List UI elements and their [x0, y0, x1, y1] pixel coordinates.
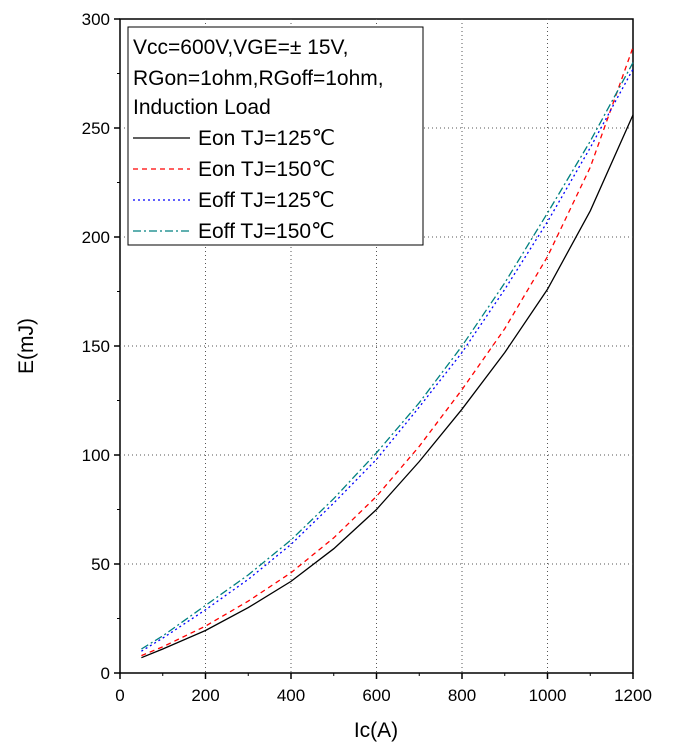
axis-ticks: 0 200 400 600 800 1000 1200 0 50 100 150 200 250 300 [82, 10, 652, 705]
legend-condition-1: Vcc=600V,VGE=± 15V, [133, 36, 348, 59]
x-tick-label: 800 [448, 686, 476, 705]
series-lines [141, 47, 634, 659]
series-line [141, 68, 634, 652]
legend-condition-2: RGon=1ohm,RGoff=1ohm, [133, 67, 384, 90]
x-tick-label: 400 [277, 686, 305, 705]
legend: Vcc=600V,VGE=± 15V, RGon=1ohm,RGoff=1ohm… [127, 26, 424, 246]
y-axis-label: E(mJ) [15, 318, 38, 374]
y-tick-label: 300 [82, 10, 110, 29]
x-tick-label: 1000 [529, 686, 567, 705]
x-axis-label: Ic(A) [354, 719, 398, 742]
legend-box [127, 26, 424, 246]
legend-label: Eon TJ=125℃ [198, 127, 335, 150]
y-tick-label: 0 [101, 664, 110, 683]
legend-label: Eoff TJ=150℃ [198, 220, 335, 243]
y-tick-label: 250 [82, 119, 110, 138]
y-tick-label: 50 [91, 555, 110, 574]
y-tick-label: 200 [82, 228, 110, 247]
x-tick-label: 200 [191, 686, 219, 705]
x-tick-label: 1200 [614, 686, 652, 705]
series-line [141, 114, 634, 659]
legend-entries: Eon TJ=125℃ Eon TJ=150℃ Eoff TJ=125℃ Eoff T… [133, 127, 335, 243]
y-tick-label: 100 [82, 446, 110, 465]
legend-label: Eon TJ=150℃ [198, 158, 335, 181]
legend-condition-3: Induction Load [133, 96, 271, 119]
x-tick-label: 0 [115, 686, 124, 705]
x-tick-label: 600 [362, 686, 390, 705]
y-tick-label: 150 [82, 337, 110, 356]
series-line [141, 62, 634, 650]
legend-label: Eoff TJ=125℃ [198, 189, 335, 212]
